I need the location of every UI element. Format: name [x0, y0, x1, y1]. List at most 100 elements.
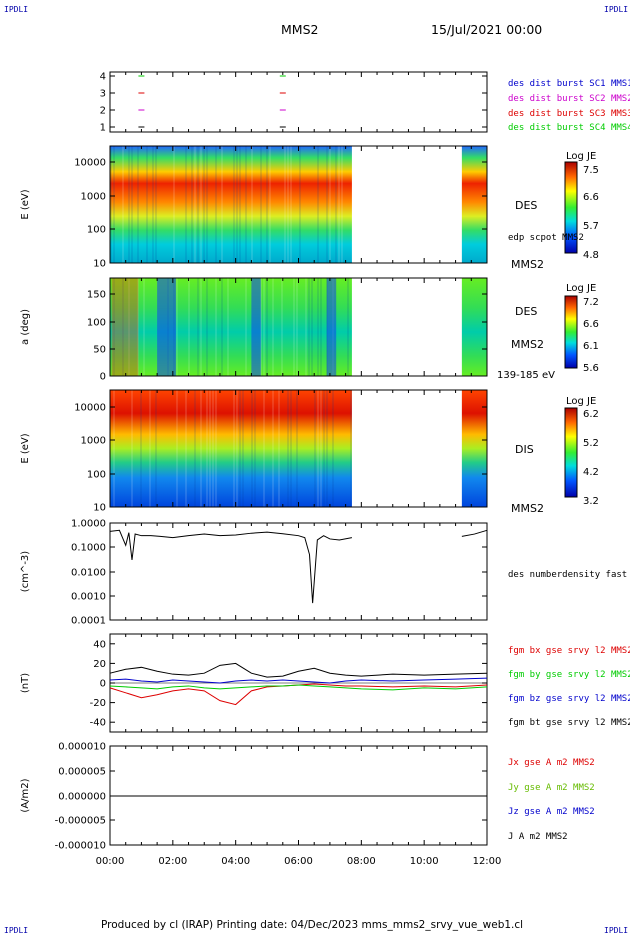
y-tick-label: 1000	[81, 192, 106, 203]
colorbar2-tick: 5.6	[583, 363, 599, 374]
spectrogram-texture	[155, 146, 157, 263]
y-tick-label: 0.000010	[58, 742, 106, 753]
spectrogram-texture	[272, 278, 274, 376]
spectrogram-texture	[140, 390, 142, 507]
spectrogram-texture	[206, 390, 208, 507]
y-axis-label: (cm^-3)	[20, 551, 31, 592]
spectrogram-texture	[317, 390, 319, 507]
spectrogram-block	[110, 146, 352, 263]
spectrogram-block	[461, 146, 487, 263]
spectrogram-texture	[245, 146, 247, 263]
b-field-line	[109, 677, 488, 684]
spectrogram-texture	[263, 278, 265, 376]
y-axis-label: (A/m2)	[20, 778, 31, 812]
spectrogram-texture	[308, 278, 310, 376]
spectrogram-texture	[176, 278, 178, 376]
x-tick-label: 08:00	[347, 856, 376, 867]
spectrogram-texture	[128, 278, 130, 376]
colorbar3-title: Log JE	[566, 396, 597, 407]
spectrogram-block	[461, 390, 487, 507]
spectrogram-texture	[203, 146, 205, 263]
y-tick-label: 10	[93, 503, 106, 514]
legend-jx: Jx gse A m2 MMS2	[508, 758, 595, 768]
spectrogram-texture	[143, 278, 145, 376]
spectrogram-texture	[251, 146, 253, 263]
y-tick-label: 50	[93, 345, 106, 356]
y-tick-label: 0.0010	[71, 592, 106, 603]
spectrogram-texture	[236, 390, 238, 507]
y-tick-label: 10000	[74, 403, 106, 414]
spectrogram-texture	[197, 146, 199, 263]
spectrogram-texture	[335, 146, 337, 263]
y-tick-label: 10000	[74, 158, 106, 169]
spectrogram-texture	[215, 390, 217, 507]
spectrogram-texture	[209, 390, 211, 507]
spectrogram-texture	[194, 146, 196, 263]
y-tick-label: 0.000005	[58, 767, 106, 778]
y-tick-label: -0.000010	[55, 841, 106, 852]
pitch-angle-band	[111, 278, 139, 376]
legend-burst-sc4: des dist burst SC4 MMS4	[508, 123, 630, 133]
colorbar1-tick: 7.5	[583, 165, 599, 176]
spectrogram-texture	[239, 146, 241, 263]
spectrogram-texture	[122, 278, 124, 376]
panel-frame	[109, 522, 488, 621]
spectrogram-block	[461, 278, 487, 376]
y-tick-label: 1	[100, 123, 106, 134]
spectrogram-texture	[176, 390, 178, 507]
colorbar3-tick: 6.2	[583, 409, 599, 420]
spectrogram-texture	[137, 146, 139, 263]
edp-scpot-label: edp scpot MMS2	[508, 233, 584, 243]
spectrogram-texture	[215, 278, 217, 376]
legend-burst-sc2: des dist burst SC2 MMS2	[508, 94, 630, 104]
spectrogram-texture	[137, 278, 139, 376]
page-date: 15/Jul/2021 00:00	[431, 22, 543, 37]
spectrogram-texture	[197, 278, 199, 376]
spectrogram-texture	[200, 278, 202, 376]
y-tick-label: -0.000005	[55, 816, 106, 827]
spectrogram-texture	[326, 390, 328, 507]
spectrogram-texture	[320, 390, 322, 507]
colorbar3-tick: 4.2	[583, 467, 599, 478]
y-tick-label: 4	[100, 72, 106, 83]
colorbar3-tick: 3.2	[583, 496, 599, 507]
y-tick-label: 150	[87, 290, 106, 301]
colorbar1-tick: 5.7	[583, 221, 599, 232]
density-legend: des numberdensity fast M	[508, 570, 630, 580]
spectrogram-texture	[113, 390, 115, 507]
spectrogram-texture	[287, 146, 289, 263]
spectrogram-texture	[110, 146, 112, 263]
spectrogram-texture	[287, 390, 289, 507]
spectrogram-texture	[341, 146, 343, 263]
page-title: MMS2	[281, 22, 319, 37]
spectrogram-texture	[128, 146, 130, 263]
colorbar1-title: Log JE	[566, 151, 597, 162]
spectrogram-texture	[272, 390, 274, 507]
dis-instrument-label: DIS	[515, 443, 534, 456]
y-tick-label: 0.0100	[71, 568, 106, 579]
panel-frame	[109, 71, 488, 133]
spectrogram-texture	[332, 390, 334, 507]
spectrogram-texture	[146, 146, 148, 263]
spectrogram-texture	[296, 390, 298, 507]
x-tick-label: 12:00	[473, 856, 502, 867]
spectrogram-texture	[212, 390, 214, 507]
des-spacecraft-label: MMS2	[511, 258, 544, 271]
spectrogram-texture	[185, 146, 187, 263]
spectrogram-texture	[200, 146, 202, 263]
x-tick-label: 10:00	[410, 856, 439, 867]
spectrogram-texture	[233, 146, 235, 263]
y-tick-label: 0.1000	[71, 543, 106, 554]
y-axis-label: a (deg)	[20, 309, 31, 345]
spectrogram-texture	[317, 278, 319, 376]
y-axis-label: (nT)	[20, 673, 31, 693]
spectrogram-texture	[236, 146, 238, 263]
y-axis-label: E (eV)	[20, 433, 31, 463]
corner-label-bottom-right: IPDLI	[604, 926, 629, 935]
legend-burst-sc1: des dist burst SC1 MMS1	[508, 79, 630, 89]
legend-j: J A m2 MMS2	[508, 832, 568, 842]
spectrogram-texture	[323, 390, 325, 507]
spectrogram-texture	[317, 146, 319, 263]
b-field-line	[109, 662, 488, 678]
